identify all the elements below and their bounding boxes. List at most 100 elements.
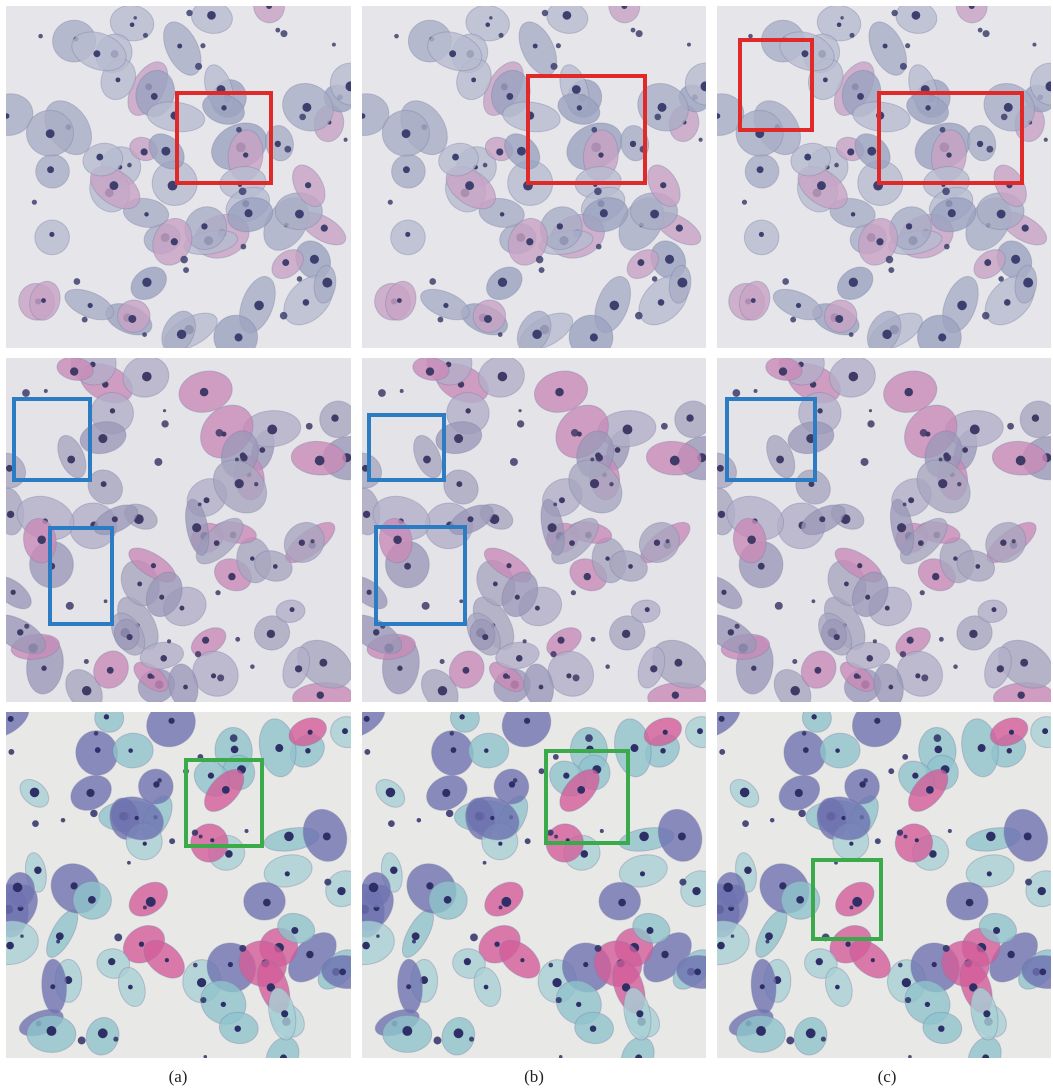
nucleus bbox=[86, 789, 94, 797]
nucleus bbox=[267, 425, 277, 435]
nucleus bbox=[82, 686, 91, 695]
nucleus bbox=[605, 556, 609, 560]
caption: (a) bbox=[169, 1067, 188, 1086]
debris bbox=[875, 838, 881, 844]
nucleus bbox=[674, 659, 682, 667]
nucleus bbox=[849, 372, 859, 382]
nucleus bbox=[790, 686, 799, 695]
debris bbox=[507, 675, 511, 679]
debris bbox=[571, 590, 576, 595]
debris bbox=[199, 835, 203, 839]
debris bbox=[82, 317, 88, 323]
nucleus bbox=[402, 129, 411, 138]
debris bbox=[1032, 43, 1036, 47]
nucleus bbox=[658, 103, 667, 112]
nucleus bbox=[520, 958, 524, 962]
figure: (a) (b) (c) bbox=[0, 0, 1053, 1092]
debris bbox=[94, 731, 99, 736]
nucleus bbox=[912, 11, 921, 20]
debris bbox=[594, 187, 602, 195]
debris bbox=[200, 43, 205, 48]
debris bbox=[483, 163, 488, 168]
debris bbox=[840, 16, 843, 19]
nucleus bbox=[926, 786, 934, 794]
nucleus bbox=[471, 77, 476, 82]
nucleus bbox=[107, 667, 114, 674]
nucleus bbox=[454, 1028, 464, 1038]
debris bbox=[998, 276, 1004, 282]
debris bbox=[498, 332, 503, 337]
nucleus bbox=[393, 535, 402, 544]
nucleus bbox=[506, 563, 511, 568]
nucleus bbox=[17, 629, 23, 635]
debris bbox=[982, 312, 990, 320]
nucleus bbox=[402, 1026, 412, 1036]
nucleus bbox=[47, 1026, 57, 1036]
debris bbox=[920, 429, 928, 437]
nucleus bbox=[451, 747, 457, 753]
debris bbox=[344, 138, 348, 142]
debris bbox=[550, 63, 557, 70]
nucleus bbox=[623, 425, 633, 435]
nucleus bbox=[851, 212, 856, 217]
nucleus bbox=[285, 871, 290, 876]
caption: (b) bbox=[524, 1067, 544, 1086]
nucleus bbox=[501, 897, 511, 907]
nucleus bbox=[1024, 833, 1032, 841]
nucleus bbox=[67, 456, 75, 464]
nucleus bbox=[897, 523, 906, 532]
nucleus bbox=[658, 299, 665, 306]
nucleus bbox=[948, 209, 956, 217]
debris bbox=[78, 1037, 86, 1045]
nucleus bbox=[559, 497, 565, 503]
nucleus bbox=[563, 11, 572, 20]
nucleus bbox=[1004, 299, 1011, 306]
debris bbox=[157, 778, 162, 783]
nucleus bbox=[221, 105, 226, 110]
debris bbox=[525, 838, 531, 844]
nucleus bbox=[640, 871, 645, 876]
nucleus bbox=[844, 582, 849, 587]
debris bbox=[903, 502, 907, 506]
nucleus bbox=[622, 630, 630, 638]
nucleus bbox=[867, 147, 876, 156]
nucleus bbox=[128, 748, 133, 753]
nucleus bbox=[109, 181, 118, 190]
nucleus bbox=[721, 590, 726, 595]
nucleus bbox=[717, 942, 725, 950]
nucleus bbox=[804, 154, 811, 161]
nucleus bbox=[135, 816, 139, 820]
debris bbox=[518, 409, 521, 412]
nucleus bbox=[250, 556, 254, 560]
nucleus bbox=[108, 958, 115, 965]
debris bbox=[920, 590, 925, 595]
nucleus bbox=[360, 113, 366, 119]
nucleus bbox=[646, 927, 653, 934]
nucleus bbox=[654, 540, 660, 546]
debris bbox=[245, 829, 249, 833]
nucleus bbox=[670, 456, 680, 466]
debris bbox=[903, 835, 907, 839]
nucleus bbox=[96, 154, 103, 161]
nucleus bbox=[756, 1026, 766, 1036]
debris bbox=[169, 838, 175, 844]
nucleus bbox=[390, 866, 397, 873]
nucleus bbox=[569, 540, 575, 546]
nucleus bbox=[322, 278, 332, 288]
debris bbox=[590, 458, 594, 462]
debris bbox=[143, 906, 147, 910]
debris bbox=[905, 997, 911, 1003]
debris bbox=[499, 906, 503, 910]
debris bbox=[732, 389, 740, 397]
debris bbox=[802, 731, 807, 736]
debris bbox=[412, 940, 416, 944]
nucleus bbox=[104, 714, 109, 719]
nucleus bbox=[484, 985, 489, 990]
debris bbox=[186, 10, 192, 16]
nucleus bbox=[888, 685, 893, 690]
debris bbox=[239, 945, 246, 952]
nucleus bbox=[1016, 456, 1026, 466]
nucleus bbox=[200, 388, 209, 397]
debris bbox=[215, 590, 220, 595]
micrograph bbox=[0, 334, 379, 717]
